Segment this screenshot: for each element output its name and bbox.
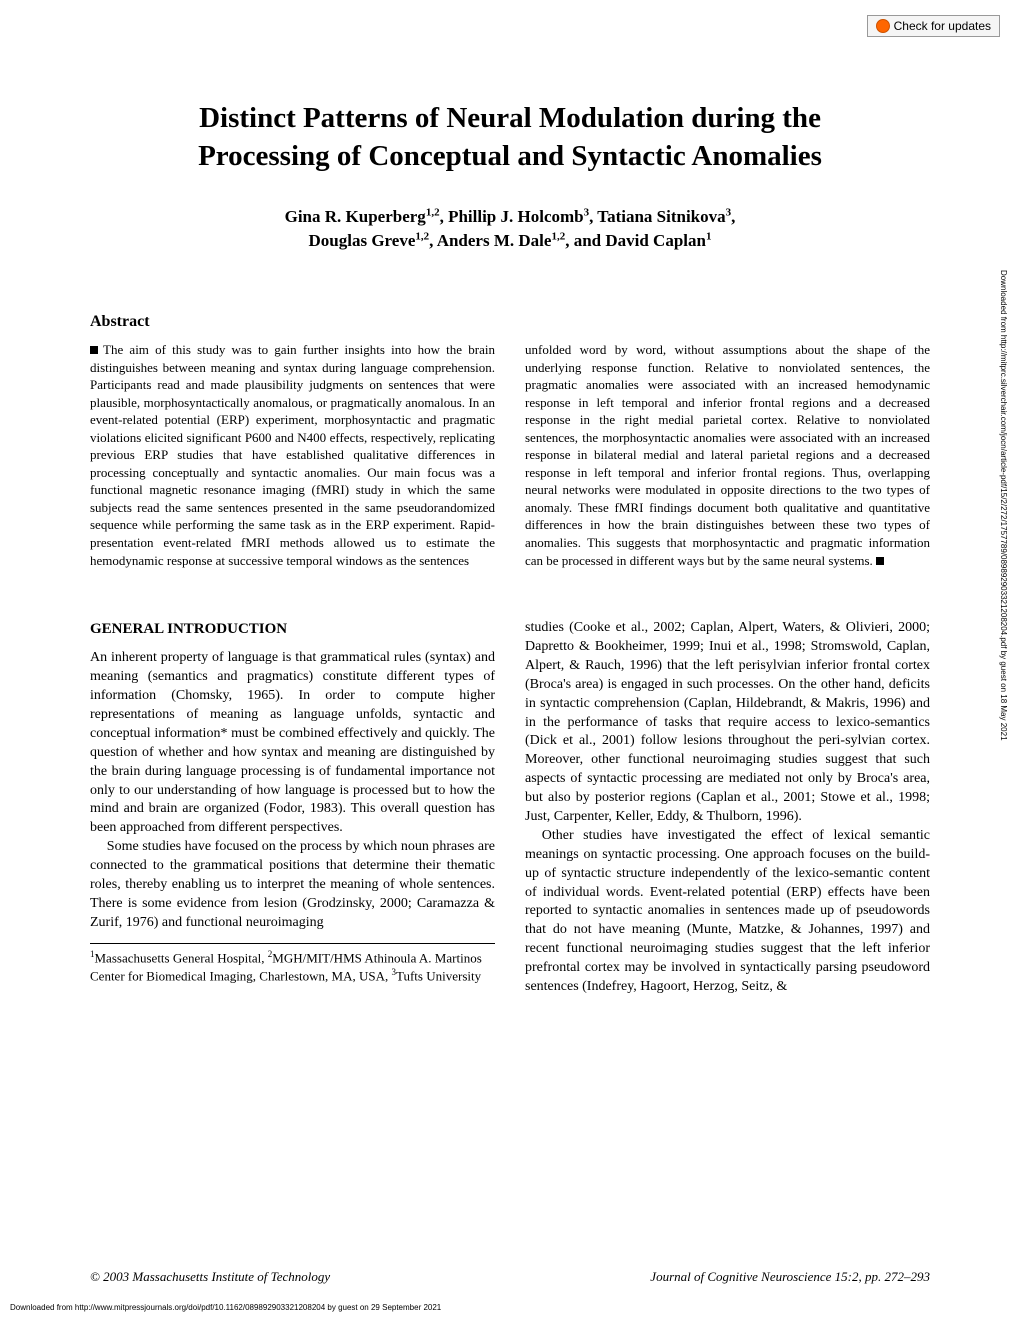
download-note: Downloaded from http://www.mitpressjourn… bbox=[10, 1303, 441, 1312]
abstract-text-right: unfolded word by word, without assumptio… bbox=[525, 342, 930, 568]
authors: Gina R. Kuperberg1,2, Phillip J. Holcomb… bbox=[90, 205, 930, 253]
body-col-left: GENERAL INTRODUCTION An inherent propert… bbox=[90, 619, 495, 997]
affil-text-3: Tufts University bbox=[396, 968, 481, 983]
affil-sup-4: 1,2 bbox=[415, 231, 429, 243]
affiliations: 1Massachusetts General Hospital, 2MGH/MI… bbox=[90, 943, 495, 985]
intro-header: GENERAL INTRODUCTION bbox=[90, 619, 495, 639]
abstract-header: Abstract bbox=[90, 313, 930, 331]
affil-text-1: Massachusetts General Hospital, bbox=[95, 950, 268, 965]
author-1: Gina R. Kuperberg bbox=[285, 207, 426, 226]
intro-p2: Some studies have focused on the process… bbox=[90, 838, 495, 932]
check-updates-icon bbox=[876, 19, 890, 33]
author-6: , and David Caplan bbox=[565, 231, 706, 250]
side-note: Downloaded from http://mitprc.silverchai… bbox=[999, 270, 1008, 1070]
comma: , bbox=[731, 207, 735, 226]
author-2: , Phillip J. Holcomb bbox=[440, 207, 584, 226]
author-5: , Anders M. Dale bbox=[429, 231, 551, 250]
paper-title: Distinct Patterns of Neural Modulation d… bbox=[90, 100, 930, 175]
abstract-container: The aim of this study was to gain furthe… bbox=[90, 341, 930, 569]
title-line1: Distinct Patterns of Neural Modulation d… bbox=[199, 102, 821, 134]
affil-sup-5: 1,2 bbox=[551, 231, 565, 243]
copyright: © 2003 Massachusetts Institute of Techno… bbox=[90, 1269, 330, 1285]
author-3: , Tatiana Sitnikova bbox=[589, 207, 726, 226]
abstract-col-right: unfolded word by word, without assumptio… bbox=[525, 341, 930, 569]
body-container: GENERAL INTRODUCTION An inherent propert… bbox=[90, 619, 930, 997]
affil-sup-1: 1,2 bbox=[426, 207, 440, 219]
author-4: Douglas Greve bbox=[309, 231, 416, 250]
check-updates-button[interactable]: Check for updates bbox=[867, 15, 1000, 37]
square-bullet-end-icon bbox=[876, 557, 884, 565]
journal-citation: Journal of Cognitive Neuroscience 15:2, … bbox=[650, 1269, 930, 1285]
square-bullet-icon bbox=[90, 346, 98, 354]
body-col-right: studies (Cooke et al., 2002; Caplan, Alp… bbox=[525, 619, 930, 997]
title-line2: Processing of Conceptual and Syntactic A… bbox=[198, 140, 822, 172]
intro-p4: Other studies have investigated the effe… bbox=[525, 827, 930, 997]
check-updates-label: Check for updates bbox=[894, 19, 991, 33]
abstract-text-left: The aim of this study was to gain furthe… bbox=[90, 342, 495, 568]
intro-p1: An inherent property of language is that… bbox=[90, 649, 495, 838]
affil-sup-6: 1 bbox=[706, 231, 712, 243]
intro-p3: studies (Cooke et al., 2002; Caplan, Alp… bbox=[525, 619, 930, 827]
abstract-col-left: The aim of this study was to gain furthe… bbox=[90, 341, 495, 569]
footer: © 2003 Massachusetts Institute of Techno… bbox=[90, 1269, 930, 1285]
